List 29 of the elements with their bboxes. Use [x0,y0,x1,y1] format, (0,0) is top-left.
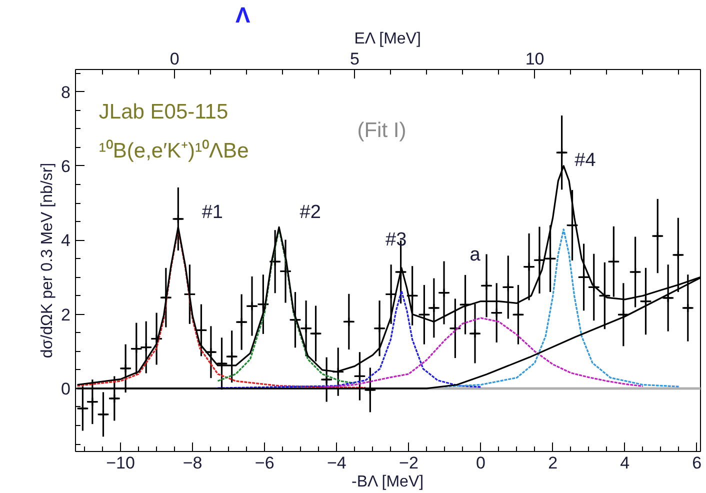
y-tick-label: 0 [61,379,71,398]
x-tick-label: −10 [106,454,135,472]
annotation: #2 [300,202,321,223]
x-tick-label: 0 [476,454,486,472]
y-tick-label: 6 [61,156,71,176]
x-tick-label: 4 [620,454,630,472]
y-tick-label: 4 [61,231,71,250]
y-tick-label: 2 [61,305,71,324]
x-axis-title: -BΛ [MeV] [352,474,424,490]
chart-title: Λ [236,2,250,28]
annotation: ¹⁰B(e,e′K⁺)¹⁰ΛBe [98,140,249,163]
annotation: #1 [202,202,223,223]
x2-tick-label: 5 [350,50,360,68]
y-tick-label: 8 [61,82,71,102]
x-tick-label: −8 [182,454,202,472]
x-tick-label: 2 [548,454,558,472]
x2-tick-label: 10 [525,50,544,68]
annotation: #3 [386,230,407,251]
annotation: (Fit I) [357,119,406,142]
annotation: a [470,244,481,266]
x-tick-label: 6 [692,454,702,472]
x2-axis-title: EΛ [MeV] [354,30,421,48]
y-axis-title: dσ/dΩK per 0.3 MeV [nb/sr] [39,162,56,358]
annotation: JLab E05-115 [98,100,228,124]
x-tick-label: −6 [254,454,274,472]
annotation: #4 [574,150,596,171]
x-tick-label: −4 [326,454,346,472]
x-tick-label: −2 [399,454,418,472]
x2-tick-label: 0 [170,50,180,68]
